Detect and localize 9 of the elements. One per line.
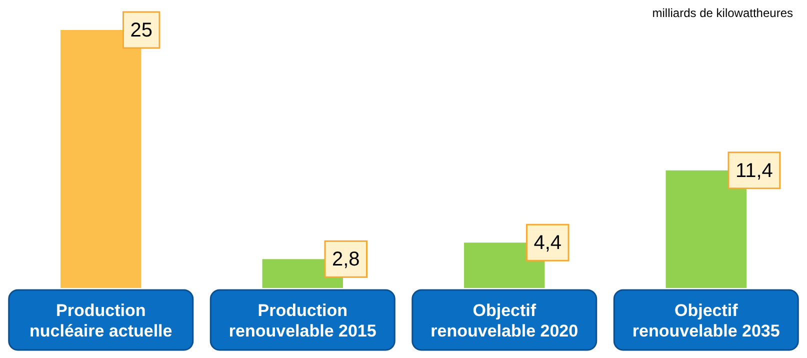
data-label: 25 bbox=[130, 20, 152, 42]
x-tick-label: Production nucléaire actuelle bbox=[30, 300, 172, 340]
data-label: 2,8 bbox=[332, 248, 360, 271]
data-label: 11,4 bbox=[735, 160, 773, 182]
x-tick-label: Objectif renouvelable 2020 bbox=[430, 300, 578, 340]
data-label: 4,4 bbox=[534, 232, 562, 254]
x-tick-label: Production renouvelable 2015 bbox=[228, 300, 376, 340]
text: milliards de kilowattheures bbox=[652, 6, 793, 20]
x-tick-label: Objectif renouvelable 2035 bbox=[632, 300, 780, 340]
